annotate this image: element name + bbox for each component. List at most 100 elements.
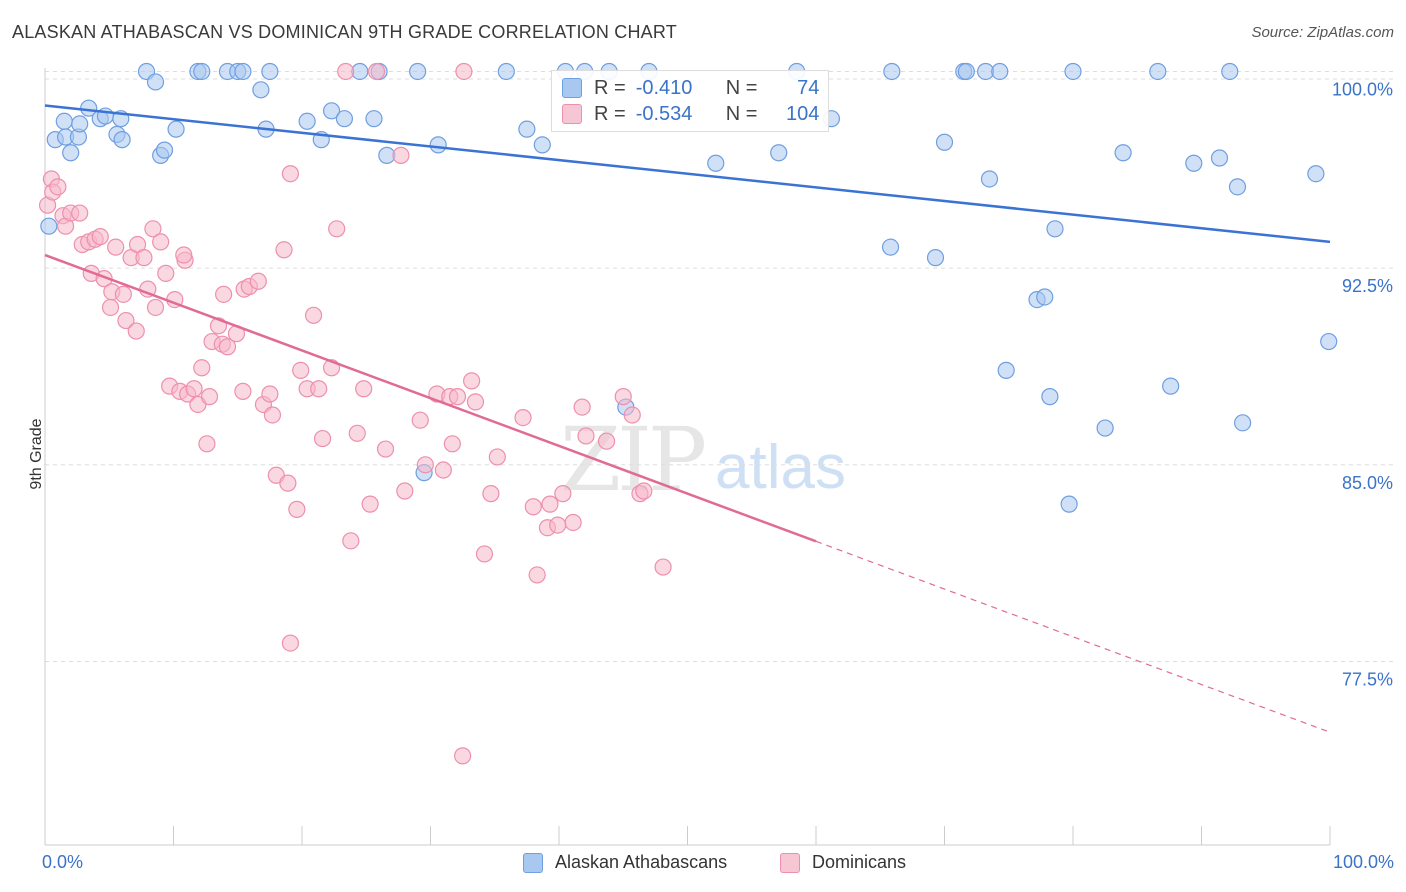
point-blue	[322, 102, 341, 120]
legend-r-value: -0.534	[635, 102, 693, 125]
y-tick-labels: 100.0% 92.5% 85.0% 77.5%	[1332, 79, 1393, 689]
legend-r-label: R =	[594, 102, 626, 125]
point-pink	[175, 246, 193, 264]
point-pink	[524, 498, 542, 516]
point-pink	[198, 435, 216, 453]
x-tick-label-max: 100.0%	[1332, 852, 1394, 872]
point-pink	[623, 406, 641, 424]
point-pink	[614, 388, 632, 406]
point-pink	[281, 634, 300, 652]
y-tick-label: 77.5%	[1342, 669, 1393, 689]
point-pink	[367, 62, 386, 81]
watermark-atlas: atlas	[715, 433, 846, 502]
y-tick-label: 92.5%	[1342, 276, 1393, 296]
trend-line-blue	[44, 104, 1331, 244]
point-pink	[635, 482, 653, 500]
point-blue	[40, 217, 58, 235]
point-pink	[49, 178, 67, 196]
point-pink	[127, 322, 145, 340]
legend-r-label: R =	[594, 76, 626, 99]
point-pink	[200, 388, 219, 406]
point-blue	[1185, 154, 1203, 172]
point-blue	[167, 120, 185, 138]
point-blue	[770, 144, 788, 162]
point-pink	[466, 393, 485, 411]
point-pink	[528, 566, 546, 584]
point-blue	[518, 120, 536, 138]
point-pink	[218, 338, 237, 356]
point-blue	[926, 249, 945, 267]
point-blue	[533, 136, 551, 154]
point-blue	[883, 62, 901, 81]
point-pink	[313, 429, 332, 448]
chart-title: ALASKAN ATHABASCAN VS DOMINICAN 9TH GRAD…	[12, 22, 677, 42]
point-blue	[298, 112, 316, 130]
y-tick-label: 85.0%	[1342, 473, 1393, 493]
point-blue	[146, 73, 165, 91]
point-pink	[454, 747, 472, 765]
point-pink	[157, 264, 175, 282]
trend-line-pink	[44, 253, 817, 543]
point-blue	[1046, 220, 1064, 238]
source-label: Source: ZipAtlas.com	[1251, 24, 1394, 41]
point-pink	[261, 385, 279, 403]
legend-n-label: N =	[725, 76, 758, 99]
point-pink	[135, 249, 153, 267]
point-blue	[1221, 62, 1239, 81]
point-blue	[1096, 419, 1114, 437]
point-blue	[261, 62, 279, 81]
point-pink	[541, 495, 559, 513]
point-pink	[91, 228, 109, 246]
point-blue	[155, 141, 174, 159]
point-pink	[514, 408, 532, 427]
point-pink	[114, 285, 132, 303]
point-pink	[304, 306, 323, 324]
point-blue	[113, 131, 131, 149]
point-pink	[564, 513, 582, 532]
trend-lines	[44, 104, 1331, 733]
point-pink	[416, 456, 434, 474]
point-blue	[957, 62, 975, 81]
point-pink	[597, 432, 616, 450]
point-blue	[881, 238, 900, 256]
point-pink	[263, 406, 282, 424]
point-pink	[475, 545, 494, 563]
point-blue	[1210, 149, 1229, 167]
point-blue	[234, 62, 252, 81]
legend-row-pink: R = -0.534 N = 104	[562, 102, 819, 126]
point-pink	[411, 411, 429, 429]
point-pink	[288, 500, 306, 518]
point-pink	[185, 380, 203, 398]
legend-r-value: -0.410	[635, 76, 693, 99]
point-pink	[279, 474, 297, 492]
point-pink	[577, 427, 595, 445]
point-blue	[1041, 388, 1059, 406]
point-pink	[310, 380, 328, 398]
legend-swatch-pink	[780, 852, 800, 873]
point-pink	[348, 424, 366, 442]
point-blue	[335, 110, 354, 128]
point-pink	[292, 361, 310, 379]
point-blue	[252, 81, 270, 99]
x-tick-label-min: 0.0%	[42, 852, 84, 872]
point-pink	[482, 485, 500, 503]
point-pink	[328, 220, 346, 238]
points-layer	[38, 62, 1338, 765]
point-pink	[71, 204, 89, 222]
point-pink	[448, 388, 467, 406]
point-pink	[573, 398, 591, 416]
point-pink	[361, 495, 379, 513]
point-blue	[1320, 332, 1338, 351]
point-blue	[1149, 62, 1167, 81]
point-pink	[146, 298, 165, 317]
y-axis-title: 9th Grade	[28, 418, 45, 490]
point-pink	[215, 285, 233, 303]
point-pink	[107, 238, 125, 256]
point-blue	[62, 144, 80, 162]
legend-label-blue: Alaskan Athabascans	[555, 852, 728, 872]
legend-label-pink: Dominicans	[812, 852, 907, 872]
point-blue	[1162, 377, 1180, 395]
point-pink	[396, 482, 414, 500]
point-blue	[71, 115, 89, 133]
